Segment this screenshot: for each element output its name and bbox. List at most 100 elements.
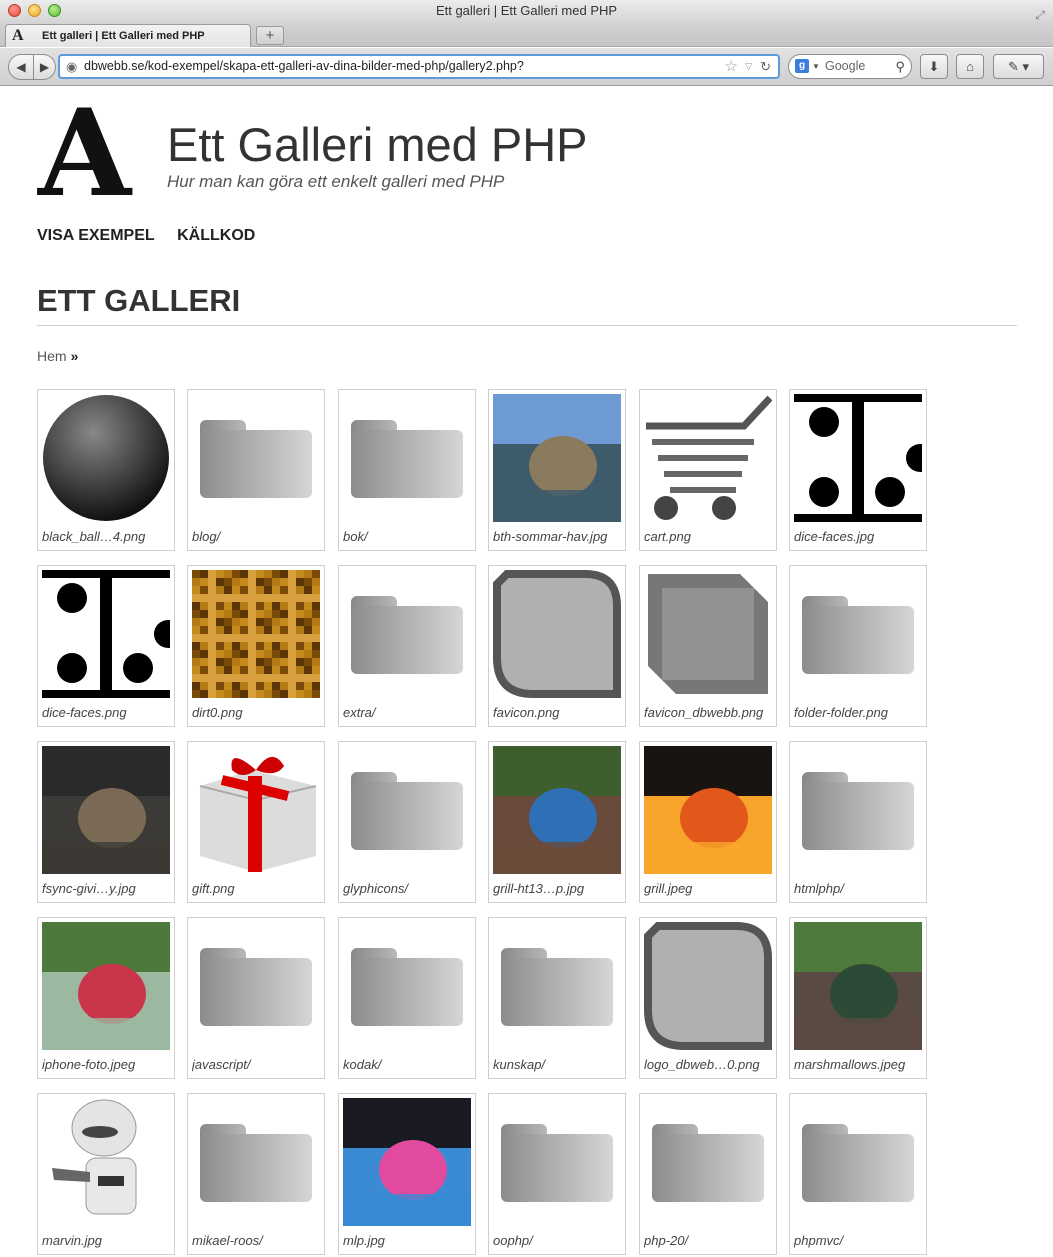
history-dropdown-icon[interactable]: ▽ (745, 61, 752, 71)
gallery-image[interactable]: fsync-givi…y.jpg (37, 741, 175, 903)
gallery-caption[interactable]: iphone-foto.jpeg (42, 1057, 136, 1072)
gallery-caption[interactable]: kunskap/ (493, 1057, 546, 1072)
gallery-image[interactable]: dirt0.png (187, 565, 325, 727)
gallery-caption[interactable]: oophp/ (493, 1233, 533, 1248)
gallery-image[interactable]: grill.jpeg (639, 741, 777, 903)
close-window-button[interactable] (8, 4, 21, 17)
gallery-thumbnail[interactable] (644, 394, 772, 522)
fullscreen-icon[interactable]: ⤢ (1035, 8, 1045, 22)
address-bar[interactable]: ◉ dbwebb.se/kod-exempel/skapa-ett-galler… (58, 54, 780, 79)
gallery-caption[interactable]: cart.png (644, 529, 691, 544)
gallery-image[interactable]: favicon_dbwebb.png (639, 565, 777, 727)
gallery-caption[interactable]: folder-folder.png (794, 705, 888, 720)
gallery-caption[interactable]: bok/ (343, 529, 368, 544)
gallery-thumbnail[interactable] (343, 570, 471, 698)
gallery-image[interactable]: black_ball…4.png (37, 389, 175, 551)
gallery-folder[interactable]: javascript/ (187, 917, 325, 1079)
gallery-image[interactable]: bth-sommar-hav.jpg (488, 389, 626, 551)
gallery-thumbnail[interactable] (644, 922, 772, 1050)
nav-visa-exempel[interactable]: VISA EXEMPEL (37, 227, 155, 244)
gallery-folder[interactable]: bok/ (338, 389, 476, 551)
gallery-thumbnail[interactable] (644, 746, 772, 874)
gallery-caption[interactable]: glyphicons/ (343, 881, 409, 896)
gallery-thumbnail[interactable] (493, 922, 621, 1050)
gallery-thumbnail[interactable] (644, 570, 772, 698)
gallery-folder[interactable]: mikael-roos/ (187, 1093, 325, 1255)
gallery-caption[interactable]: grill-ht13…p.jpg (493, 881, 585, 896)
downloads-button[interactable]: ⬇ (920, 54, 948, 79)
gallery-image[interactable]: logo_dbweb…0.png (639, 917, 777, 1079)
gallery-folder[interactable]: phpmvc/ (789, 1093, 927, 1255)
gallery-image[interactable]: gift.png (187, 741, 325, 903)
gallery-image[interactable]: cart.png (639, 389, 777, 551)
reload-icon[interactable]: ↻ (760, 59, 771, 74)
gallery-thumbnail[interactable] (42, 746, 170, 874)
gallery-thumbnail[interactable] (794, 1098, 922, 1226)
gallery-image[interactable]: grill-ht13…p.jpg (488, 741, 626, 903)
gallery-thumbnail[interactable] (343, 394, 471, 522)
zoom-window-button[interactable] (48, 4, 61, 17)
tab-ett-galleri[interactable]: A Ett galleri | Ett Galleri med PHP (5, 24, 251, 47)
gallery-caption[interactable]: bth-sommar-hav.jpg (493, 529, 608, 544)
bookmark-star-icon[interactable]: ☆ (724, 58, 738, 75)
gallery-thumbnail[interactable] (493, 746, 621, 874)
gallery-caption[interactable]: dirt0.png (192, 705, 243, 720)
gallery-thumbnail[interactable] (794, 746, 922, 874)
gallery-image[interactable]: dice-faces.png (37, 565, 175, 727)
gallery-caption[interactable]: fsync-givi…y.jpg (42, 881, 136, 896)
gallery-caption[interactable]: extra/ (343, 705, 376, 720)
gallery-thumbnail[interactable] (493, 570, 621, 698)
gallery-thumbnail[interactable] (794, 570, 922, 698)
home-button[interactable]: ⌂ (956, 54, 984, 79)
url-text[interactable]: dbwebb.se/kod-exempel/skapa-ett-galleri-… (84, 59, 524, 73)
gallery-caption[interactable]: grill.jpeg (644, 881, 693, 896)
gallery-thumbnail[interactable] (343, 1098, 471, 1226)
gallery-folder[interactable]: blog/ (187, 389, 325, 551)
gallery-caption[interactable]: favicon_dbwebb.png (644, 705, 764, 720)
gallery-folder[interactable]: folder-folder.png (789, 565, 927, 727)
gallery-thumbnail[interactable] (493, 1098, 621, 1226)
google-icon[interactable]: g (795, 59, 809, 73)
gallery-folder[interactable]: kunskap/ (488, 917, 626, 1079)
gallery-caption[interactable]: marvin.jpg (42, 1233, 102, 1248)
gallery-thumbnail[interactable] (192, 394, 320, 522)
gallery-caption[interactable]: htmlphp/ (794, 881, 844, 896)
engine-dropdown-icon[interactable]: ▼ (812, 62, 820, 71)
gallery-caption[interactable]: php-20/ (644, 1233, 689, 1248)
breadcrumb-home-link[interactable]: Hem (37, 348, 67, 364)
gallery-caption[interactable]: marshmallows.jpeg (794, 1057, 906, 1072)
gallery-folder[interactable]: php-20/ (639, 1093, 777, 1255)
gallery-thumbnail[interactable] (192, 746, 320, 874)
forward-button[interactable]: ▶ (34, 54, 56, 80)
search-box[interactable]: g ▼ Google ⚲ (788, 54, 912, 79)
gallery-image[interactable]: iphone-foto.jpeg (37, 917, 175, 1079)
search-icon[interactable]: ⚲ (895, 59, 905, 74)
gallery-thumbnail[interactable] (343, 746, 471, 874)
gallery-caption[interactable]: mlp.jpg (343, 1233, 385, 1248)
gallery-thumbnail[interactable] (42, 570, 170, 698)
tools-menu-button[interactable]: ✎ ▾ (993, 54, 1044, 79)
gallery-folder[interactable]: kodak/ (338, 917, 476, 1079)
gallery-thumbnail[interactable] (192, 570, 320, 698)
gallery-folder[interactable]: oophp/ (488, 1093, 626, 1255)
gallery-thumbnail[interactable] (343, 922, 471, 1050)
gallery-thumbnail[interactable] (192, 922, 320, 1050)
gallery-image[interactable]: favicon.png (488, 565, 626, 727)
gallery-image[interactable]: marshmallows.jpeg (789, 917, 927, 1079)
gallery-image[interactable]: dice-faces.jpg (789, 389, 927, 551)
gallery-caption[interactable]: blog/ (192, 529, 221, 544)
gallery-thumbnail[interactable] (42, 394, 170, 522)
gallery-caption[interactable]: favicon.png (493, 705, 560, 720)
gallery-image[interactable]: mlp.jpg (338, 1093, 476, 1255)
gallery-folder[interactable]: extra/ (338, 565, 476, 727)
gallery-thumbnail[interactable] (794, 394, 922, 522)
gallery-image[interactable]: marvin.jpg (37, 1093, 175, 1255)
gallery-thumbnail[interactable] (192, 1098, 320, 1226)
back-button[interactable]: ◀ (8, 54, 34, 80)
new-tab-button[interactable]: + (256, 26, 284, 45)
gallery-caption[interactable]: gift.png (192, 881, 235, 896)
site-logo[interactable]: A (38, 83, 132, 224)
gallery-folder[interactable]: htmlphp/ (789, 741, 927, 903)
gallery-caption[interactable]: dice-faces.jpg (794, 529, 875, 544)
gallery-caption[interactable]: logo_dbweb…0.png (644, 1057, 760, 1072)
